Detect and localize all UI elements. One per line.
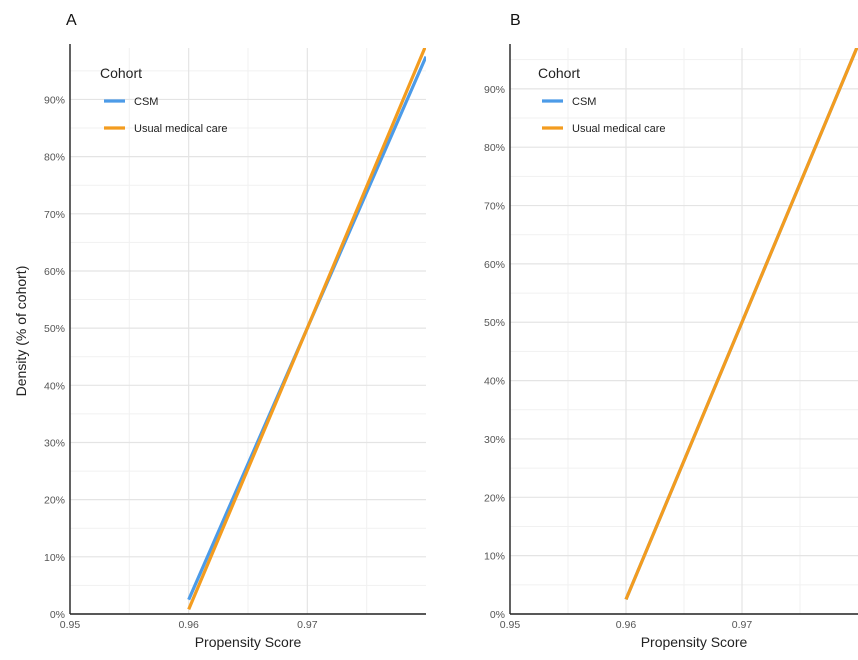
legend-label: Usual medical care [134,123,228,135]
y-tick-label: 50% [484,317,505,329]
y-tick-label: 30% [484,434,505,446]
x-axis-title: Propensity Score [195,634,302,650]
series-group [624,48,858,601]
x-tick-label: 0.95 [60,619,81,631]
y-tick-label: 10% [484,551,505,563]
y-tick-label: 10% [44,552,65,564]
y-axis-title: Density (% of cohort) [13,266,29,397]
y-tick-label: 0% [50,609,65,621]
legend-title: Cohort [538,65,580,81]
panel-label: B [510,12,521,29]
panel-b: 0.95 0.96 0.97 0% 10% 20% 30% 40% 50% 60% 70% 80% 90… [484,12,858,650]
x-tick-label: 0.97 [732,619,753,631]
y-tick-label: 40% [44,380,65,392]
y-tick-label: 80% [484,142,505,154]
y-tick-label: 60% [484,259,505,271]
y-tick-label: 20% [484,492,505,504]
y-tick-label: 70% [484,201,505,213]
y-tick-label: 60% [44,266,65,278]
x-tick-label: 0.96 [616,619,637,631]
x-axis-title: Propensity Score [641,634,748,650]
x-tick-label: 0.97 [297,619,318,631]
legend-label: CSM [572,96,596,108]
x-tick-label: 0.96 [178,619,199,631]
legend: Cohort CSM Usual medical care [538,65,666,135]
panel-label: A [66,12,77,29]
y-tick-label: 30% [44,437,65,449]
y-tick-label: 0% [490,609,505,621]
panel-a: 0.95 0.96 0.97 0% 10% 20% 30% 40% 50% 60% 70% 80% 90… [13,12,426,650]
y-tick-label: 20% [44,495,65,507]
legend-label: CSM [134,96,158,108]
y-tick-label: 40% [484,376,505,388]
legend-label: Usual medical care [572,123,666,135]
y-tick-label: 80% [44,152,65,164]
x-tick-label: 0.95 [500,619,521,631]
series-line-usual-medical-care [624,48,858,601]
legend: Cohort CSM Usual medical care [100,65,228,135]
y-tick-label: 90% [484,84,505,96]
legend-title: Cohort [100,65,142,81]
y-tick-label: 90% [44,94,65,106]
y-tick-label: 50% [44,323,65,335]
series-group [187,48,426,611]
y-tick-label: 70% [44,209,65,221]
series-line-usual-medical-care [187,48,426,611]
